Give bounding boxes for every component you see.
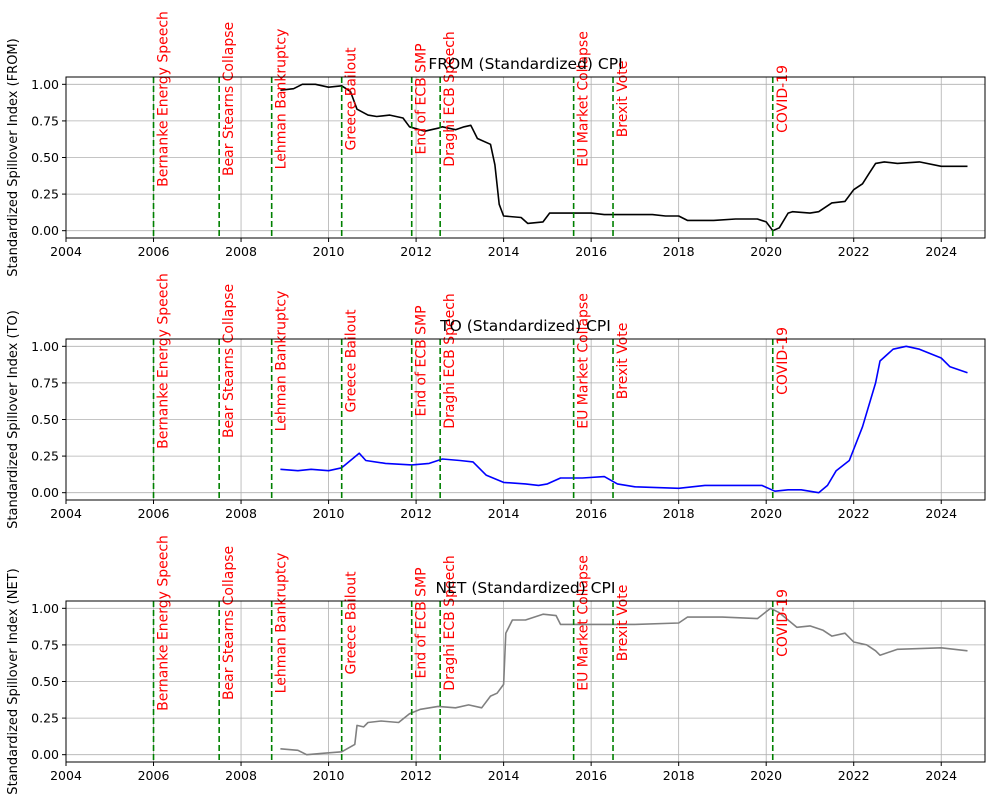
subplot-net: 2004 2006 2008 2010 2012 2014 2016 2018 2020 2022… bbox=[6, 535, 986, 795]
event-label: Draghi ECB Speech bbox=[442, 31, 458, 166]
x-tick-label: 2024 bbox=[925, 506, 957, 521]
x-tick-label: 2008 bbox=[225, 506, 257, 521]
event-label: Lehman Bankruptcy bbox=[274, 29, 290, 170]
x-tick-label: 2018 bbox=[663, 768, 695, 783]
y-tick-label: 1.00 bbox=[31, 601, 59, 616]
y-axis-label: Standardized Spillover Index (TO) bbox=[6, 310, 21, 529]
y-tick-label: 0.25 bbox=[31, 187, 59, 202]
event-label: COVID-19 bbox=[775, 327, 791, 395]
y-tick-label: 0.25 bbox=[31, 711, 59, 726]
x-tick-label: 2016 bbox=[575, 768, 607, 783]
series-line bbox=[280, 345, 968, 494]
event-label: Draghi ECB Speech bbox=[442, 555, 458, 690]
event-label: Lehman Bankruptcy bbox=[274, 291, 290, 432]
x-tick-label: 2016 bbox=[575, 506, 607, 521]
y-tick-label: 0.75 bbox=[31, 375, 59, 390]
axes-frame bbox=[65, 600, 986, 763]
event-label: COVID-19 bbox=[775, 589, 791, 657]
event-label: Bernanke Energy Speech bbox=[156, 11, 172, 187]
event-label: Bernanke Energy Speech bbox=[156, 273, 172, 449]
axes-frame bbox=[65, 76, 986, 239]
event-label: End of ECB SMP bbox=[414, 305, 430, 416]
x-tick-label: 2012 bbox=[400, 506, 432, 521]
x-tick-label: 2010 bbox=[313, 768, 345, 783]
series-line bbox=[280, 607, 968, 756]
event-label: Bernanke Energy Speech bbox=[156, 535, 172, 711]
event-label: Bear Stearns Collapse bbox=[221, 284, 237, 438]
y-axis-label: Standardized Spillover Index (FROM) bbox=[6, 38, 21, 276]
event-label: Greece Bailout bbox=[344, 47, 360, 151]
event-label: EU Market Collapse bbox=[576, 555, 592, 691]
x-tick-label: 2018 bbox=[663, 244, 695, 259]
x-tick-label: 2020 bbox=[750, 506, 782, 521]
subplot-title: FROM (Standardized) CPI bbox=[428, 55, 622, 73]
x-tick-label: 2006 bbox=[138, 768, 170, 783]
x-tick-label: 2004 bbox=[50, 506, 82, 521]
event-label: Greece Bailout bbox=[344, 309, 360, 413]
x-tick-label: 2012 bbox=[400, 244, 432, 259]
y-tick-label: 0.75 bbox=[31, 637, 59, 652]
y-tick-label: 0.25 bbox=[31, 449, 59, 464]
event-label: EU Market Collapse bbox=[576, 293, 592, 429]
x-tick-label: 2010 bbox=[313, 506, 345, 521]
x-tick-label: 2006 bbox=[138, 506, 170, 521]
x-tick-label: 2018 bbox=[663, 506, 695, 521]
event-label: COVID-19 bbox=[775, 65, 791, 133]
x-tick-label: 2016 bbox=[575, 244, 607, 259]
y-tick-label: 0.00 bbox=[31, 747, 59, 762]
x-tick-label: 2004 bbox=[50, 768, 82, 783]
y-tick-label: 0.00 bbox=[31, 485, 59, 500]
x-tick-label: 2022 bbox=[838, 768, 870, 783]
y-tick-label: 0.50 bbox=[31, 150, 59, 165]
x-tick-label: 2004 bbox=[50, 244, 82, 259]
y-tick-label: 0.50 bbox=[31, 674, 59, 689]
event-label: Brexit Vote bbox=[615, 585, 631, 662]
x-tick-label: 2014 bbox=[488, 244, 520, 259]
x-tick-label: 2022 bbox=[838, 506, 870, 521]
event-label: Lehman Bankruptcy bbox=[274, 553, 290, 694]
x-tick-label: 2020 bbox=[750, 244, 782, 259]
y-tick-label: 0.00 bbox=[31, 223, 59, 238]
event-label: End of ECB SMP bbox=[414, 43, 430, 154]
x-tick-label: 2006 bbox=[138, 244, 170, 259]
y-axis-label: Standardized Spillover Index (NET) bbox=[6, 568, 21, 794]
subplot-title: TO (Standardized) CPI bbox=[439, 317, 611, 335]
event-label: Draghi ECB Speech bbox=[442, 293, 458, 428]
x-tick-label: 2012 bbox=[400, 768, 432, 783]
y-tick-label: 0.50 bbox=[31, 412, 59, 427]
series-line bbox=[280, 83, 968, 232]
x-tick-label: 2014 bbox=[488, 506, 520, 521]
x-tick-label: 2020 bbox=[750, 768, 782, 783]
event-label: Brexit Vote bbox=[615, 61, 631, 138]
y-tick-label: 0.75 bbox=[31, 113, 59, 128]
x-tick-label: 2014 bbox=[488, 768, 520, 783]
x-tick-label: 2024 bbox=[925, 768, 957, 783]
event-label: Bear Stearns Collapse bbox=[221, 22, 237, 176]
subplot-to: 2004 2006 2008 2010 2012 2014 2016 2018 2020 2022… bbox=[6, 273, 986, 529]
x-tick-label: 2022 bbox=[838, 244, 870, 259]
event-label: Brexit Vote bbox=[615, 323, 631, 400]
x-tick-label: 2008 bbox=[225, 244, 257, 259]
x-tick-label: 2010 bbox=[313, 244, 345, 259]
subplot-title: NET (Standardized) CPI bbox=[436, 579, 616, 597]
axes-frame bbox=[65, 338, 986, 501]
x-tick-label: 2024 bbox=[925, 244, 957, 259]
subplot-from: 2004 2006 2008 2010 2012 2014 2016 2018 2020 2022… bbox=[6, 11, 986, 277]
event-label: Bear Stearns Collapse bbox=[221, 546, 237, 700]
y-tick-label: 1.00 bbox=[31, 77, 59, 92]
event-label: Greece Bailout bbox=[344, 571, 360, 675]
event-label: EU Market Collapse bbox=[576, 31, 592, 167]
y-tick-label: 1.00 bbox=[31, 339, 59, 354]
event-label: End of ECB SMP bbox=[414, 567, 430, 678]
x-tick-label: 2008 bbox=[225, 768, 257, 783]
